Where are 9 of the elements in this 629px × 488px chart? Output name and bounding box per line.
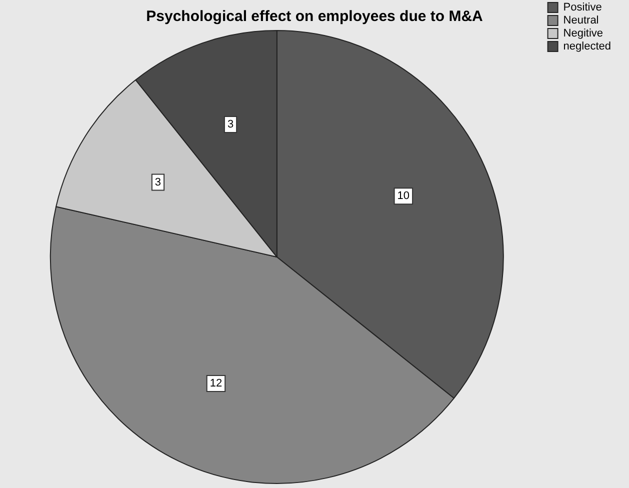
legend-label: Negitive [563, 28, 604, 40]
legend-label: Positive [563, 2, 602, 14]
legend-label: neglected [563, 40, 612, 53]
data-label: 12 [210, 378, 222, 390]
data-label: 3 [154, 176, 162, 188]
data-label: 3 [227, 118, 234, 130]
data-label: 10 [397, 190, 410, 202]
chart-title: Psychological effect on employees due to M&A [146, 8, 484, 26]
legend-label: Neutral [563, 14, 599, 27]
